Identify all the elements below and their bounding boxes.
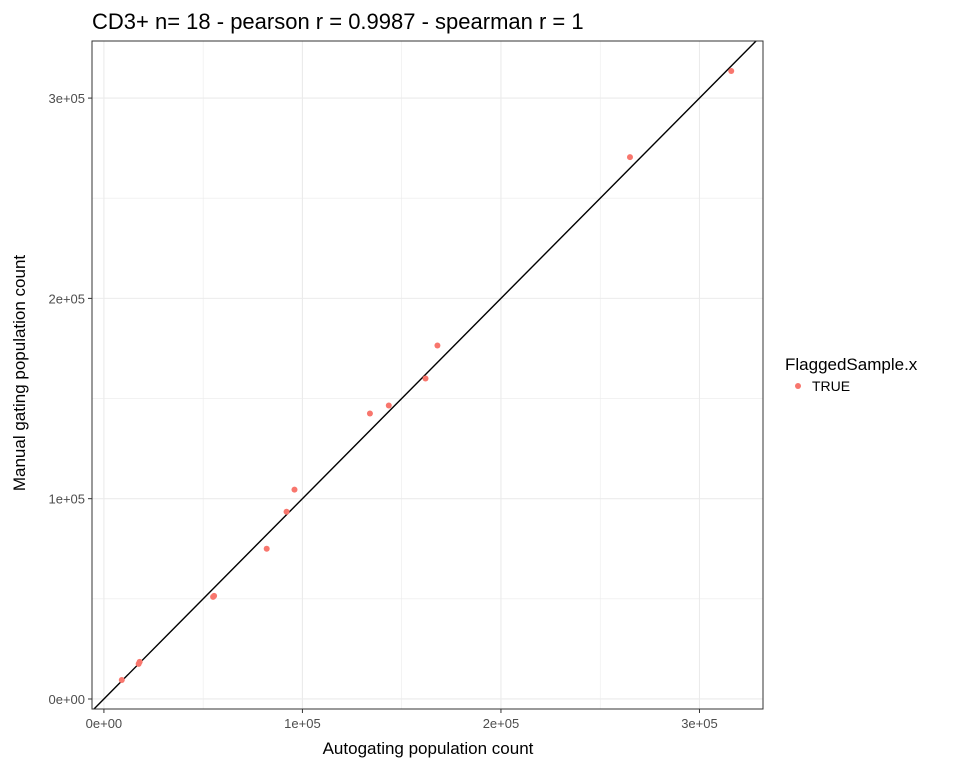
legend: FlaggedSample.x TRUE	[785, 355, 918, 394]
x-axis-title: Autogating population count	[323, 739, 534, 758]
chart-title: CD3+ n= 18 - pearson r = 0.9987 - spearm…	[92, 9, 584, 34]
data-point	[366, 410, 373, 417]
legend-label-true: TRUE	[812, 378, 850, 394]
y-tick-label: 2e+05	[48, 291, 85, 306]
y-tick-label: 0e+00	[48, 692, 85, 707]
data-point	[434, 342, 441, 349]
data-point	[118, 676, 125, 683]
plot-grid	[92, 41, 763, 709]
y-axis-title: Manual gating population count	[10, 255, 29, 492]
data-point	[728, 68, 735, 75]
y-tick-label: 3e+05	[48, 91, 85, 106]
legend-key-true	[795, 383, 801, 389]
plot-panel-border	[91, 40, 764, 710]
data-points	[118, 68, 735, 683]
identity-reference-line	[93, 40, 757, 710]
data-point	[385, 402, 392, 409]
data-point	[263, 545, 270, 552]
data-point	[211, 592, 218, 599]
data-point	[291, 486, 298, 493]
x-tick-label: 1e+05	[284, 716, 321, 731]
x-tick-label: 0e+00	[86, 716, 123, 731]
x-axis-ticks: 0e+00 1e+05 2e+05 3e+05	[86, 709, 718, 731]
x-tick-label: 2e+05	[483, 716, 520, 731]
y-tick-label: 1e+05	[48, 492, 85, 507]
data-point	[136, 658, 143, 665]
x-tick-label: 3e+05	[681, 716, 718, 731]
legend-title: FlaggedSample.x	[785, 355, 918, 374]
data-point	[422, 375, 429, 382]
data-point	[626, 154, 633, 161]
y-axis-ticks: 0e+00 1e+05 2e+05 3e+05	[48, 91, 92, 707]
data-point	[283, 508, 290, 515]
